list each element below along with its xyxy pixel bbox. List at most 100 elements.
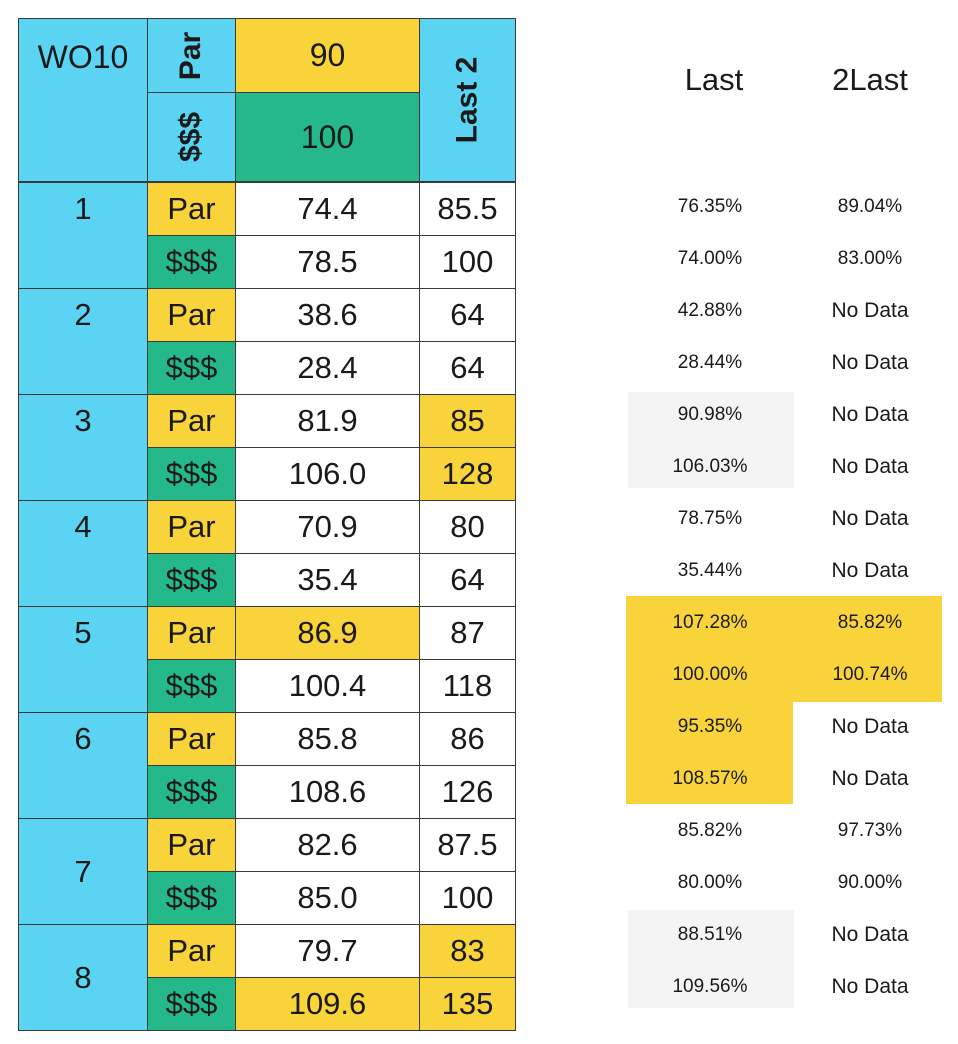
par-label: Par xyxy=(147,606,236,660)
last2-cell: 126 xyxy=(419,765,516,819)
value-cell: 28.4 xyxy=(235,341,420,395)
value-cell: 109.6 xyxy=(235,977,420,1031)
last-percent: 108.57% xyxy=(672,768,748,789)
par-label: Par xyxy=(147,712,236,766)
last-percent: 78.75% xyxy=(677,508,743,529)
last2-cell: 87.5 xyxy=(419,818,516,872)
money-target-value: 100 xyxy=(235,92,420,182)
value-cell: 81.9 xyxy=(235,394,420,448)
two-last-percent: No Data xyxy=(831,507,909,530)
money-label: $$$ xyxy=(147,553,236,607)
two-last-percent: 85.82% xyxy=(837,612,903,633)
two-last-percent: No Data xyxy=(831,559,909,582)
highlight-block-6 xyxy=(626,700,793,804)
value-cell: 106.0 xyxy=(235,447,420,501)
group-number-7: 7 xyxy=(18,818,148,925)
last2-cell: 80 xyxy=(419,500,516,554)
last-percent: 109.56% xyxy=(672,976,748,997)
last-percent: 95.35% xyxy=(677,716,743,737)
last-percent: 100.00% xyxy=(672,664,748,685)
group-number-1: 1 xyxy=(18,182,148,289)
par-label: Par xyxy=(147,818,236,872)
last2-cell: 64 xyxy=(419,288,516,342)
two-last-percent: 100.74% xyxy=(832,664,908,685)
two-last-percent: No Data xyxy=(831,455,909,478)
last2-cell: 135 xyxy=(419,977,516,1031)
value-cell: 78.5 xyxy=(235,235,420,289)
group-number-2: 2 xyxy=(18,288,148,395)
last-percent: 35.44% xyxy=(677,560,743,581)
two-last-percent: No Data xyxy=(831,403,909,426)
two-last-percent: No Data xyxy=(831,975,909,998)
value-cell: 79.7 xyxy=(235,924,420,978)
value-cell: 74.4 xyxy=(235,182,420,236)
last2-cell: 118 xyxy=(419,659,516,713)
last2-cell: 86 xyxy=(419,712,516,766)
two-last-percent: No Data xyxy=(831,299,909,322)
last2-cell: 100 xyxy=(419,871,516,925)
group-number-8: 8 xyxy=(18,924,148,1031)
two-last-percent: No Data xyxy=(831,923,909,946)
last-percent: 88.51% xyxy=(677,924,743,945)
par-target-value: 90 xyxy=(235,18,420,93)
two-last-percent: 83.00% xyxy=(837,248,903,269)
last2-header-label: Last 2 xyxy=(450,56,484,144)
money-header-label: $$$ xyxy=(174,111,208,163)
par-label: Par xyxy=(147,500,236,554)
last2-cell: 83 xyxy=(419,924,516,978)
money-header-cell: $$$ xyxy=(147,92,236,182)
two-last-percent: No Data xyxy=(831,767,909,790)
value-cell: 108.6 xyxy=(235,765,420,819)
two-last-column-header: 2Last xyxy=(832,62,908,97)
group-number-6: 6 xyxy=(18,712,148,819)
table-title: WO10 xyxy=(18,18,148,182)
group-number-3: 3 xyxy=(18,394,148,501)
last-percent: 74.00% xyxy=(677,248,743,269)
money-label: $$$ xyxy=(147,871,236,925)
two-last-percent: No Data xyxy=(831,351,909,374)
last2-cell: 87 xyxy=(419,606,516,660)
last2-cell: 85.5 xyxy=(419,182,516,236)
last-percent: 106.03% xyxy=(672,456,748,477)
last2-cell: 64 xyxy=(419,553,516,607)
highlight-block-5 xyxy=(626,596,942,702)
two-last-percent: 97.73% xyxy=(837,820,903,841)
last-percent: 28.44% xyxy=(677,352,743,373)
last-percent: 107.28% xyxy=(672,612,748,633)
two-last-percent: 90.00% xyxy=(837,872,903,893)
par-header-label: Par xyxy=(174,31,208,80)
par-label: Par xyxy=(147,924,236,978)
last-column-header: Last xyxy=(684,62,744,97)
value-cell: 38.6 xyxy=(235,288,420,342)
last2-cell: 100 xyxy=(419,235,516,289)
value-cell: 100.4 xyxy=(235,659,420,713)
money-label: $$$ xyxy=(147,765,236,819)
money-label: $$$ xyxy=(147,235,236,289)
value-cell: 86.9 xyxy=(235,606,420,660)
last-percent: 85.82% xyxy=(677,820,743,841)
value-cell: 35.4 xyxy=(235,553,420,607)
par-label: Par xyxy=(147,288,236,342)
money-label: $$$ xyxy=(147,447,236,501)
value-cell: 70.9 xyxy=(235,500,420,554)
last2-header-cell: Last 2 xyxy=(419,18,516,182)
last-percent: 42.88% xyxy=(677,300,743,321)
money-label: $$$ xyxy=(147,977,236,1031)
two-last-percent: No Data xyxy=(831,715,909,738)
last-percent: 80.00% xyxy=(677,872,743,893)
group-number-4: 4 xyxy=(18,500,148,607)
last-percent: 90.98% xyxy=(677,404,743,425)
value-cell: 85.8 xyxy=(235,712,420,766)
last2-cell: 128 xyxy=(419,447,516,501)
last2-cell: 64 xyxy=(419,341,516,395)
par-label: Par xyxy=(147,182,236,236)
shade-block-8 xyxy=(628,910,794,1008)
value-cell: 82.6 xyxy=(235,818,420,872)
shade-block-3 xyxy=(628,392,794,488)
money-label: $$$ xyxy=(147,341,236,395)
last2-cell: 85 xyxy=(419,394,516,448)
par-header-cell: Par xyxy=(147,18,236,93)
par-label: Par xyxy=(147,394,236,448)
money-label: $$$ xyxy=(147,659,236,713)
value-cell: 85.0 xyxy=(235,871,420,925)
